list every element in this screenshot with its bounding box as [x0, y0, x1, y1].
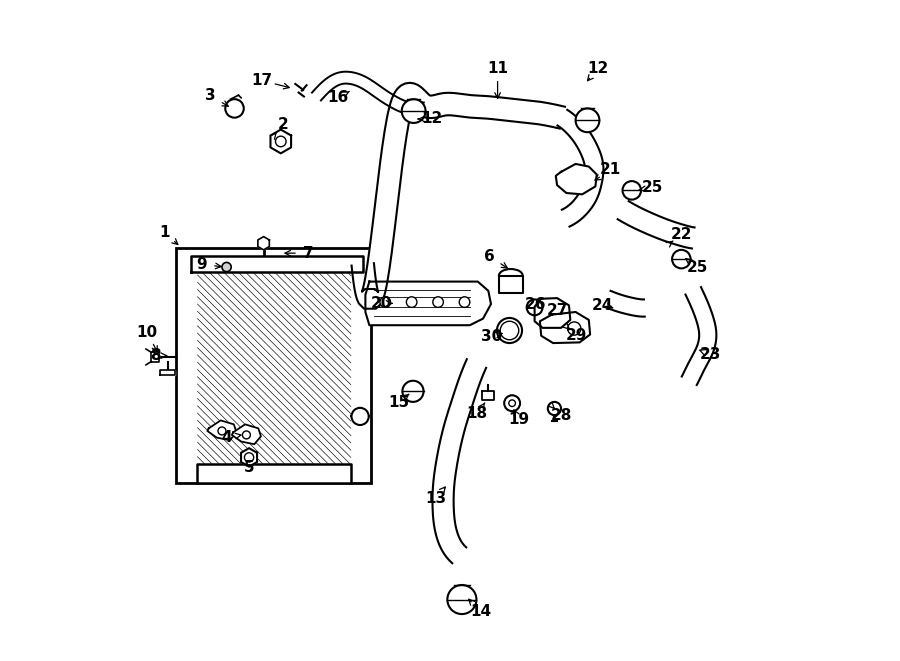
Text: 7: 7	[303, 246, 314, 260]
Polygon shape	[352, 83, 565, 309]
Polygon shape	[207, 420, 237, 440]
Text: 2: 2	[278, 117, 289, 132]
Polygon shape	[191, 256, 363, 272]
Text: 22: 22	[670, 227, 692, 242]
Circle shape	[433, 297, 444, 307]
Polygon shape	[241, 448, 257, 467]
Polygon shape	[160, 370, 175, 375]
Polygon shape	[197, 464, 351, 483]
Polygon shape	[312, 71, 424, 114]
Polygon shape	[604, 291, 644, 317]
Circle shape	[222, 262, 231, 272]
Text: 4: 4	[221, 430, 232, 445]
Polygon shape	[540, 312, 590, 343]
Circle shape	[576, 108, 599, 132]
Text: 26: 26	[526, 297, 546, 311]
Text: 30: 30	[481, 329, 502, 344]
Text: 11: 11	[487, 61, 508, 75]
Text: 9: 9	[196, 257, 207, 272]
Text: 24: 24	[591, 298, 613, 313]
Ellipse shape	[526, 299, 543, 315]
Circle shape	[447, 585, 476, 614]
Text: 18: 18	[466, 407, 488, 421]
Text: 14: 14	[470, 604, 491, 619]
Ellipse shape	[497, 318, 522, 343]
Text: 21: 21	[600, 163, 621, 177]
Text: 8: 8	[150, 348, 160, 363]
Polygon shape	[365, 282, 491, 325]
Text: 12: 12	[588, 61, 608, 75]
Polygon shape	[232, 424, 261, 444]
Text: 20: 20	[371, 296, 392, 311]
Text: 23: 23	[699, 347, 721, 362]
Text: 25: 25	[687, 260, 708, 274]
Circle shape	[672, 250, 690, 268]
Circle shape	[459, 297, 470, 307]
Circle shape	[225, 99, 244, 118]
Text: 19: 19	[508, 412, 529, 426]
Polygon shape	[258, 237, 269, 250]
Text: 12: 12	[421, 112, 442, 126]
Circle shape	[407, 297, 417, 307]
Text: 1: 1	[159, 225, 170, 240]
Polygon shape	[556, 164, 597, 194]
Polygon shape	[535, 298, 571, 328]
Polygon shape	[151, 352, 159, 362]
Bar	[176, 248, 371, 483]
Polygon shape	[482, 391, 493, 400]
Polygon shape	[617, 201, 695, 249]
Bar	[197, 272, 351, 464]
Text: 15: 15	[388, 395, 409, 410]
Circle shape	[401, 99, 426, 123]
Text: 28: 28	[551, 408, 572, 423]
Text: 16: 16	[327, 91, 348, 105]
Text: 17: 17	[252, 73, 273, 88]
Polygon shape	[682, 287, 716, 385]
Text: 10: 10	[137, 325, 157, 340]
Text: 5: 5	[244, 461, 255, 475]
Circle shape	[352, 408, 369, 425]
Text: 3: 3	[205, 89, 216, 103]
Polygon shape	[271, 130, 291, 153]
Circle shape	[504, 395, 520, 411]
Text: 29: 29	[566, 329, 588, 343]
Text: 13: 13	[425, 491, 446, 506]
Circle shape	[548, 402, 561, 415]
Text: 27: 27	[546, 303, 568, 318]
Circle shape	[380, 297, 391, 307]
Text: 6: 6	[484, 249, 495, 264]
Polygon shape	[433, 359, 486, 563]
Polygon shape	[499, 276, 523, 293]
Text: 25: 25	[642, 180, 663, 195]
Circle shape	[402, 381, 424, 402]
Circle shape	[623, 181, 641, 200]
Polygon shape	[557, 110, 604, 227]
